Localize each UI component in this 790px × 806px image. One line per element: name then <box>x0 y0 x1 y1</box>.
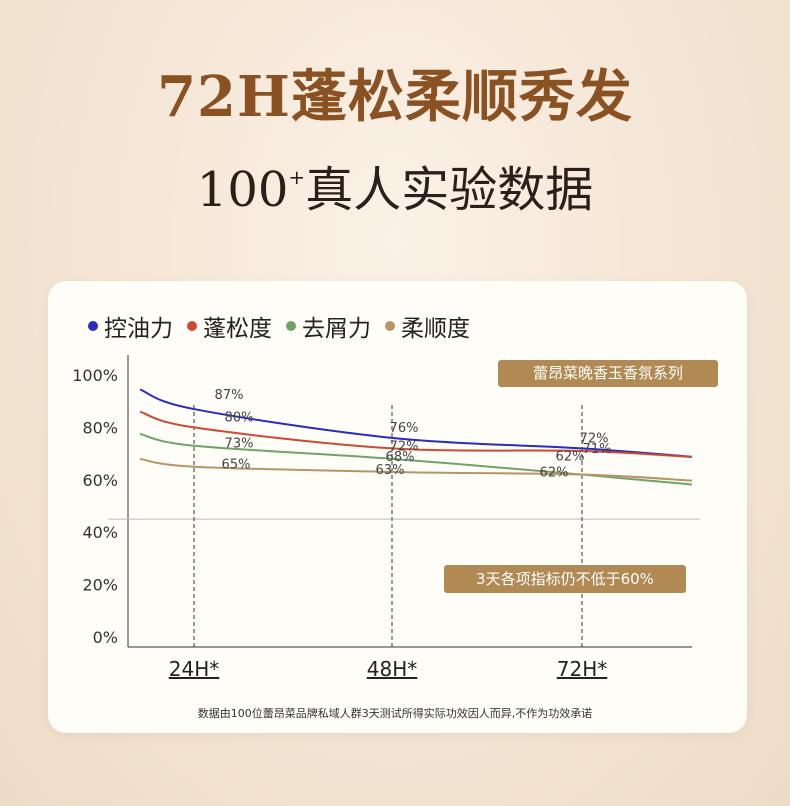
legend-item-oil-control: 控油力 <box>88 309 173 343</box>
data-label: 72% <box>580 431 609 446</box>
page-subtitle: 100+真人实验数据 <box>0 150 790 220</box>
legend-item-smoothness: 柔顺度 <box>385 309 470 343</box>
chart-card <box>48 281 747 733</box>
legend-item-volume: 蓬松度 <box>187 309 272 343</box>
x-tick-label: 48H* <box>367 657 418 681</box>
data-label: 62% <box>540 466 569 481</box>
subtitle-text: 真人实验数据 <box>305 162 594 218</box>
y-tick-label: 0% <box>93 628 118 647</box>
data-label: 76% <box>390 421 419 436</box>
x-tick-label: 72H* <box>557 657 608 681</box>
data-label: 63% <box>376 463 405 478</box>
data-label: 68% <box>386 450 415 465</box>
series-line <box>139 388 693 458</box>
footnote: 数据由100位蕾昂菜品牌私域人群3天测试所得实际功效因人而异,不作为功效承诺 <box>197 707 593 720</box>
legend-item-anti-dandruff: 去屑力 <box>286 309 371 343</box>
data-label: 80% <box>225 410 254 425</box>
y-tick-label: 40% <box>82 523 118 542</box>
legend-dot-tan <box>385 321 395 331</box>
subtitle-number: 100 <box>196 162 289 218</box>
series-badge: 蕾昂菜晚香玉香氛系列 <box>498 360 718 387</box>
y-tick-label: 20% <box>82 576 118 595</box>
legend-label: 去屑力 <box>302 316 371 342</box>
data-label: 87% <box>215 388 244 403</box>
legend-label: 控油力 <box>104 316 173 342</box>
data-label: 72% <box>390 439 419 454</box>
data-label: 65% <box>222 458 251 473</box>
data-label: 73% <box>225 437 254 452</box>
legend-dot-green <box>286 321 296 331</box>
legend-label: 柔顺度 <box>401 316 470 342</box>
y-tick-label: 60% <box>82 471 118 490</box>
page-title: 72H蓬松柔顺秀发 <box>157 64 633 130</box>
y-tick-label: 100% <box>72 366 118 385</box>
x-tick-label: 24H* <box>169 657 220 681</box>
legend-dot-blue <box>88 321 98 331</box>
series-line <box>139 432 693 486</box>
note-badge: 3天各项指标仍不低于60% <box>444 565 686 593</box>
series-line <box>139 457 693 482</box>
legend-label: 蓬松度 <box>203 316 272 342</box>
data-label: 71% <box>583 442 612 457</box>
chart-legend: 控油力 蓬松度 去屑力 柔顺度 <box>88 309 470 343</box>
subtitle-plus: + <box>288 165 306 189</box>
y-tick-label: 80% <box>82 418 118 437</box>
data-label: 62% <box>556 450 585 465</box>
legend-dot-red <box>187 321 197 331</box>
series-line <box>139 410 693 459</box>
